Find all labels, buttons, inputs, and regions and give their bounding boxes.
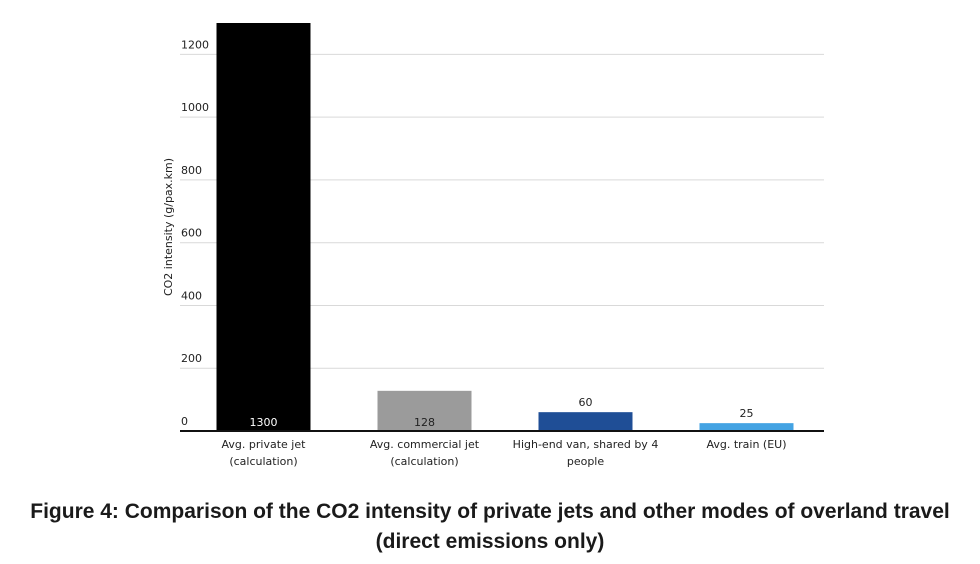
x-tick-label: people [567, 455, 605, 468]
bar [699, 423, 794, 431]
bar [377, 390, 472, 431]
x-axis-categories: Avg. private jet (calculation) Avg. commer… [222, 438, 787, 468]
y-tick-label: 400 [181, 289, 202, 302]
y-tick-label: 200 [181, 352, 202, 365]
x-tick-label: Avg. commercial jet [370, 438, 480, 451]
figure-caption: Figure 4: Comparison of the CO2 intensit… [0, 497, 980, 557]
y-tick-label: 800 [181, 164, 202, 177]
x-tick-label: Avg. train (EU) [706, 438, 786, 451]
x-tick-label: Avg. private jet [222, 438, 307, 451]
data-label: 60 [579, 396, 593, 409]
data-label: 25 [740, 407, 754, 420]
y-tick-label: 600 [181, 227, 202, 240]
bar [538, 412, 633, 431]
caption-line-2: (direct emissions only) [375, 530, 605, 553]
caption-line-1: Figure 4: Comparison of the CO2 intensit… [30, 500, 950, 523]
bar-chart: 0 200 400 600 800 1000 1200 1300 128 60 25 Avg. p… [162, 23, 824, 468]
bar [216, 23, 311, 431]
x-tick-label: (calculation) [390, 455, 458, 468]
y-axis-ticks: 0 200 400 600 800 1000 1200 [181, 38, 209, 428]
data-labels: 1300 128 60 25 [250, 396, 754, 429]
y-tick-label: 1200 [181, 38, 209, 51]
x-tick-label: (calculation) [229, 455, 297, 468]
bars [216, 23, 794, 431]
y-axis-label: CO2 intensity (g/pax.km) [162, 158, 175, 296]
y-tick-label: 1000 [181, 101, 209, 114]
data-label: 1300 [250, 416, 278, 429]
y-tick-label: 0 [181, 415, 188, 428]
x-tick-label: High-end van, shared by 4 [513, 438, 659, 451]
data-label: 128 [414, 416, 435, 429]
